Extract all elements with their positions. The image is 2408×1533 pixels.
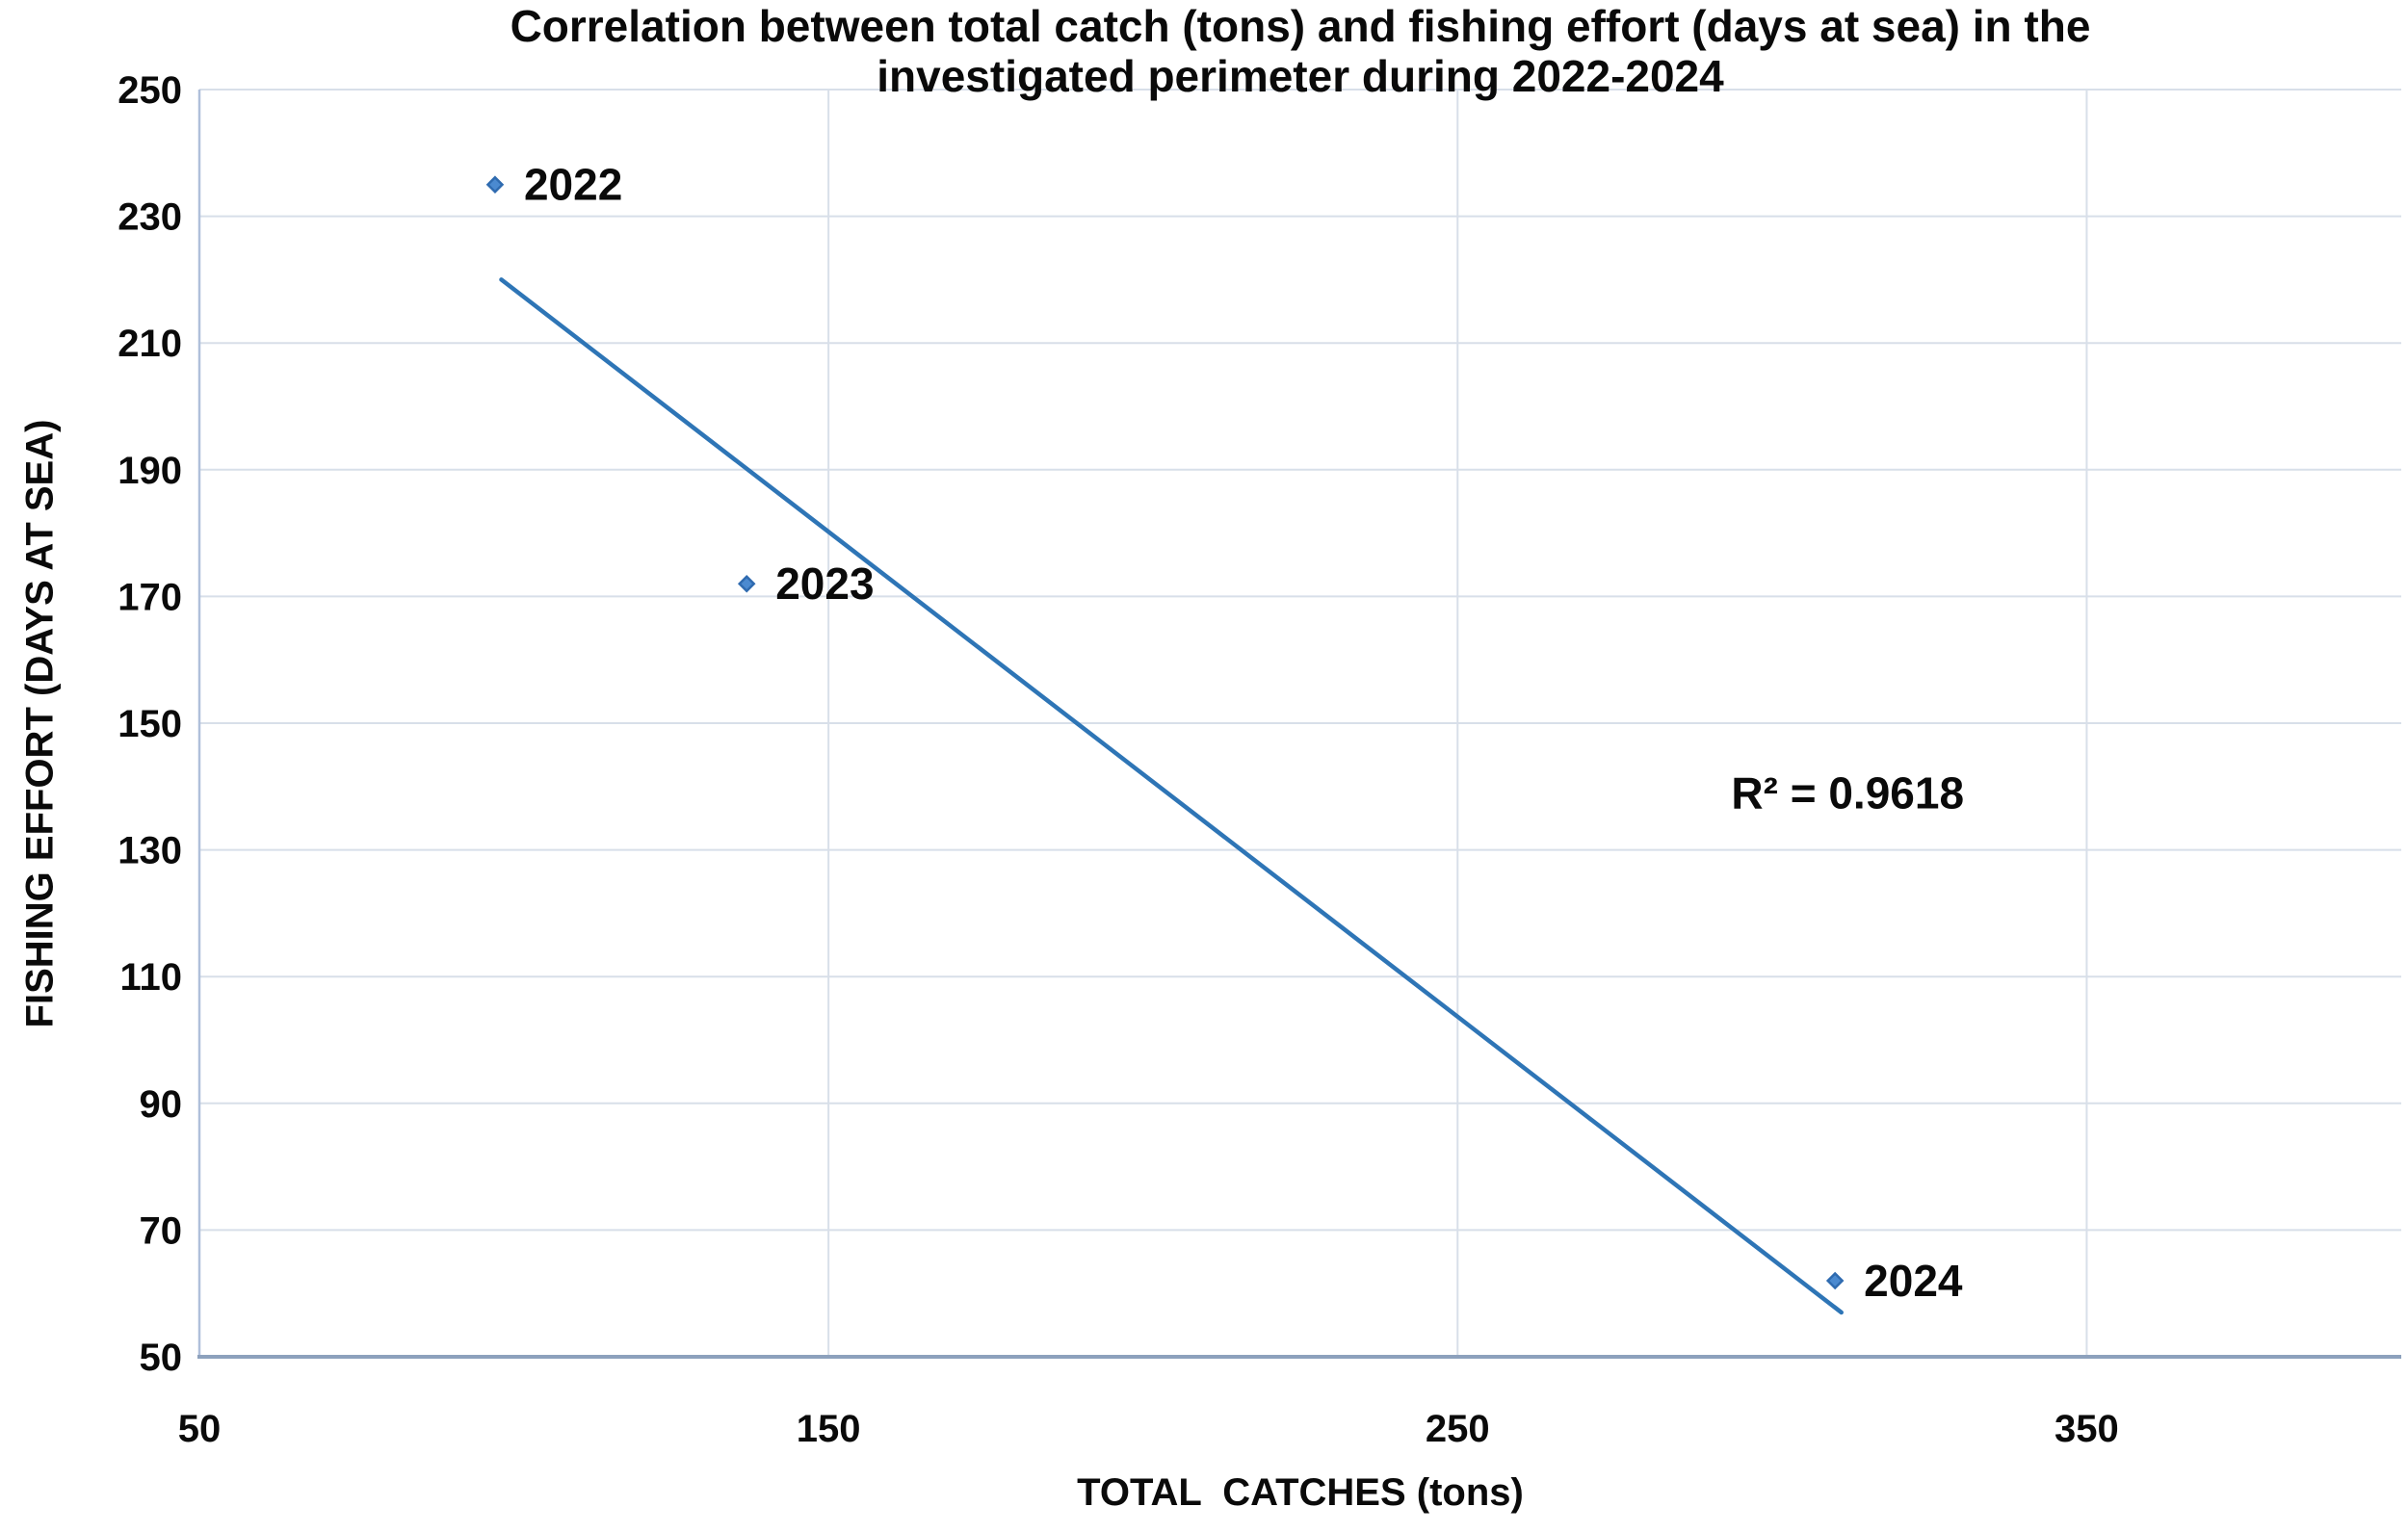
chart-title: Correlation between total catch (tons) a… [198, 1, 2402, 102]
x-tick-label: 250 [1426, 1408, 1490, 1450]
y-tick-label: 170 [118, 576, 182, 618]
data-point-label: 2024 [1864, 1256, 1963, 1306]
x-tick-label: 350 [2055, 1408, 2119, 1450]
x-axis-title: TOTAL CATCHES (tons) [1077, 1471, 1524, 1514]
x-tick-label: 50 [178, 1408, 222, 1450]
y-tick-label: 230 [118, 196, 182, 239]
x-tick-label: 150 [797, 1408, 861, 1450]
y-tick-label: 210 [118, 323, 182, 365]
data-point-marker [737, 574, 756, 593]
trendline [499, 277, 1844, 1315]
y-tick-label: 130 [118, 830, 182, 872]
chart-title-line2: investigated perimeter during 2022-2024 [877, 50, 1724, 101]
y-axis-title-wrap: FISHING EFFORT (DAYS AT SEA) [0, 90, 81, 1357]
y-axis-title: FISHING EFFORT (DAYS AT SEA) [18, 419, 62, 1027]
y-tick-label: 150 [118, 703, 182, 745]
y-tick-label: 190 [118, 450, 182, 492]
r-squared-annotation: R² = 0.9618 [1731, 767, 1964, 818]
data-point-label: 2022 [524, 160, 622, 210]
data-point-marker [485, 175, 505, 194]
y-tick-label: 70 [140, 1209, 183, 1252]
y-tick-label: 50 [140, 1337, 183, 1379]
data-point-label: 2023 [775, 559, 874, 609]
y-tick-label: 90 [140, 1083, 183, 1126]
y-tick-label: 250 [118, 69, 182, 112]
chart-title-line1: Correlation between total catch (tons) a… [510, 1, 2091, 51]
data-point-marker [1825, 1271, 1845, 1290]
y-tick-label: 110 [119, 956, 182, 999]
